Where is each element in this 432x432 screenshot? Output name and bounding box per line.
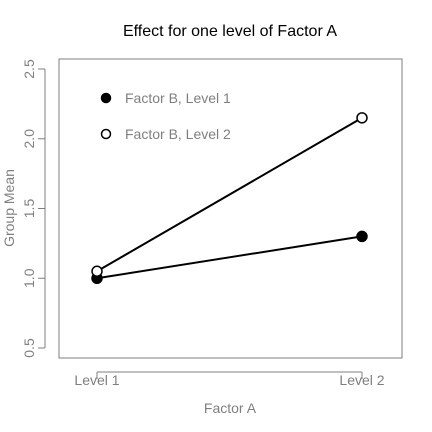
legend-label: Factor B, Level 1 xyxy=(125,90,231,106)
plot-area-frame xyxy=(58,58,403,359)
series-1-line xyxy=(96,235,363,280)
legend-marker xyxy=(100,92,112,104)
y-tick-label: 0.5 xyxy=(21,338,37,358)
x-tick-label: Level 1 xyxy=(74,372,119,388)
series-2 xyxy=(91,112,368,278)
y-axis-title: Group Mean xyxy=(1,169,17,247)
series-2-line xyxy=(96,116,363,273)
series-2-point xyxy=(91,265,103,278)
x-axis-title: Factor A xyxy=(204,400,257,416)
legend: Factor B, Level 1 Factor B, Level 2 xyxy=(100,90,231,142)
series-1 xyxy=(91,230,368,284)
series-1-point xyxy=(356,230,368,243)
y-tick-label: 1.0 xyxy=(21,268,37,288)
chart-title: Effect for one level of Factor A xyxy=(123,23,337,40)
series-2-point xyxy=(356,112,368,124)
legend-label: Factor B, Level 2 xyxy=(125,126,231,142)
y-axis: 0.5 1.0 1.5 2.0 2.5 xyxy=(21,59,46,358)
y-tick-label: 2.0 xyxy=(21,129,37,149)
y-tick-label: 2.5 xyxy=(21,59,37,79)
y-tick-label: 1.5 xyxy=(21,199,37,219)
legend-marker xyxy=(100,128,112,140)
x-axis: Level 1 Level 2 xyxy=(74,371,385,388)
x-tick-label: Level 2 xyxy=(339,372,384,388)
series-layer xyxy=(91,112,368,284)
